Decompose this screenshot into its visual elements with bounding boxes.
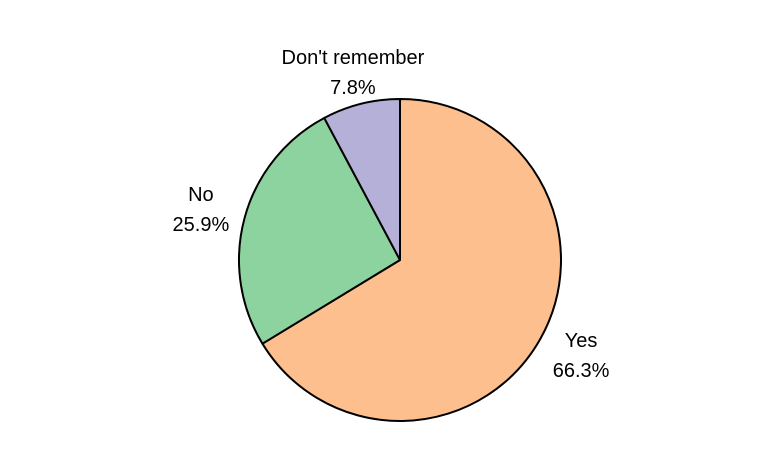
pie-label-percent: 25.9% bbox=[173, 214, 230, 236]
pie-labels: Yes 66.3% No 25.9% Don't remember 7.8% bbox=[173, 47, 610, 382]
pie-slice-yes bbox=[261, 98, 562, 422]
pie-label-yes: Yes 66.3% bbox=[553, 330, 610, 382]
pie-label-don-t-remember: Don't remember 7.8% bbox=[282, 47, 425, 99]
pie-label-category: No bbox=[188, 184, 214, 206]
pie-label-no: No 25.9% bbox=[173, 184, 230, 236]
pie-label-category: Don't remember bbox=[282, 47, 425, 69]
pie-label-category: Yes bbox=[565, 330, 598, 352]
pie-slice-don-t-remember bbox=[323, 98, 401, 261]
pie-label-percent: 66.3% bbox=[553, 360, 610, 382]
pie-slice-no bbox=[238, 116, 401, 345]
pie-label-percent: 7.8% bbox=[330, 77, 376, 99]
pie-slices bbox=[238, 98, 562, 422]
